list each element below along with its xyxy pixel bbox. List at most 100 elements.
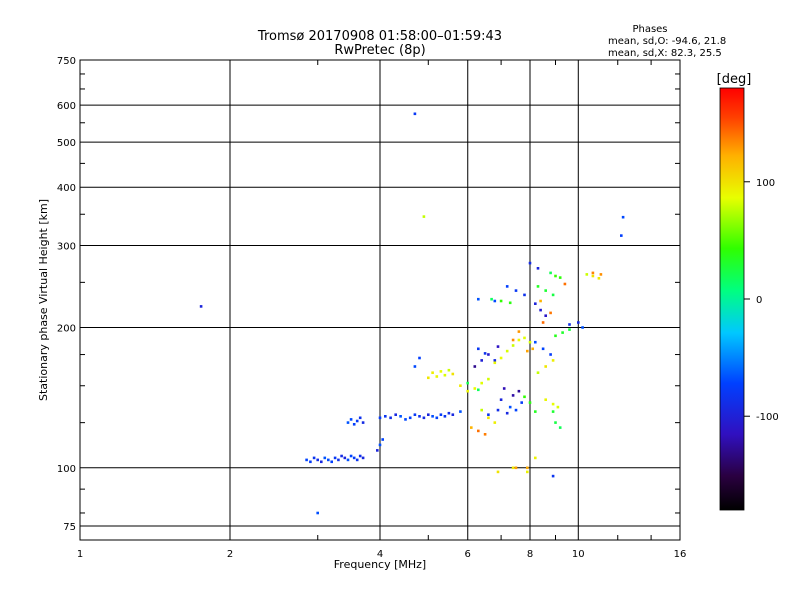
chart-subtitle: RwPretec (8p) xyxy=(334,43,425,58)
data-point xyxy=(505,285,509,288)
y-tick-label: 600 xyxy=(57,101,76,112)
data-point xyxy=(534,340,537,344)
data-point xyxy=(514,289,518,292)
data-point xyxy=(384,415,387,418)
data-point xyxy=(459,410,462,413)
data-point xyxy=(487,353,490,356)
data-point xyxy=(526,466,529,470)
data-point xyxy=(346,458,350,462)
colorbar-title: [deg] xyxy=(717,72,752,87)
data-point xyxy=(349,454,353,458)
data-point xyxy=(514,466,518,470)
data-point xyxy=(422,215,426,218)
data-point xyxy=(563,282,567,286)
data-point xyxy=(439,413,443,416)
colorbar-ticks: 100 0 -100 xyxy=(744,178,779,423)
data-point xyxy=(459,384,462,387)
data-point xyxy=(493,359,497,362)
data-point xyxy=(466,381,469,385)
data-point xyxy=(551,474,555,478)
data-point xyxy=(389,416,392,420)
data-point xyxy=(536,267,540,270)
data-point xyxy=(480,359,483,362)
data-point xyxy=(477,388,480,392)
data-point xyxy=(526,470,529,474)
legend-mean-x: mean, sd,X: 82.3, 25.5 xyxy=(608,48,722,59)
data-point xyxy=(599,273,603,276)
data-point xyxy=(517,330,521,333)
data-point xyxy=(536,371,540,374)
data-point xyxy=(534,456,537,460)
data-point xyxy=(418,415,421,418)
data-point xyxy=(496,470,500,474)
data-point xyxy=(404,418,407,421)
data-point xyxy=(517,389,521,393)
data-point xyxy=(480,408,483,412)
data-point xyxy=(413,112,417,116)
data-point xyxy=(549,271,552,275)
data-point xyxy=(487,413,490,416)
x-tick-label: 4 xyxy=(377,549,383,560)
data-point xyxy=(346,421,350,424)
data-point xyxy=(620,234,623,237)
data-point xyxy=(549,353,552,356)
data-point xyxy=(316,458,319,462)
data-point xyxy=(581,326,584,329)
data-point xyxy=(427,376,430,380)
data-point xyxy=(413,365,417,368)
data-point xyxy=(541,321,545,324)
y-tick-label: 200 xyxy=(57,324,76,335)
data-point xyxy=(554,421,557,424)
data-point xyxy=(561,331,564,334)
legend-title: Phases xyxy=(632,24,667,35)
data-point xyxy=(499,299,503,303)
data-point xyxy=(327,458,330,462)
data-point xyxy=(435,416,439,420)
data-point xyxy=(528,340,532,344)
data-point xyxy=(508,301,512,305)
data-point xyxy=(505,349,509,353)
data-point xyxy=(534,410,537,413)
data-point xyxy=(549,311,552,315)
data-point xyxy=(558,276,562,279)
chart-title: Tromsø 20170908 01:58:00–01:59:43 xyxy=(257,29,502,44)
data-point xyxy=(447,411,451,415)
data-point xyxy=(523,293,526,297)
data-point xyxy=(493,361,497,365)
data-point xyxy=(499,398,503,401)
colorbar-tick-label: 100 xyxy=(756,178,775,189)
data-point xyxy=(378,416,382,420)
data-point xyxy=(320,460,323,464)
y-tick-label: 400 xyxy=(57,183,76,194)
data-point xyxy=(496,345,500,348)
data-point xyxy=(528,401,532,404)
data-point xyxy=(536,285,540,288)
data-point xyxy=(408,416,412,420)
data-point xyxy=(413,413,417,416)
data-point xyxy=(483,433,487,436)
data-point xyxy=(508,405,512,409)
data-point xyxy=(316,511,319,515)
data-point xyxy=(378,443,382,447)
data-point xyxy=(431,415,434,418)
data-point xyxy=(418,356,421,360)
data-point xyxy=(361,421,365,424)
data-point xyxy=(451,413,455,416)
x-axis-label: Frequency [MHz] xyxy=(334,558,426,571)
data-point xyxy=(473,365,477,368)
data-point xyxy=(514,408,518,412)
data-point xyxy=(451,372,455,376)
data-point xyxy=(551,410,555,413)
data-point xyxy=(551,293,555,297)
data-point xyxy=(551,402,555,406)
data-point xyxy=(511,394,515,397)
data-point xyxy=(568,328,571,331)
y-tick-label: 500 xyxy=(57,138,76,149)
data-point xyxy=(305,458,308,462)
data-point xyxy=(435,375,439,378)
data-point xyxy=(554,334,557,338)
data-point xyxy=(323,456,327,460)
colorbar-tick-label: 0 xyxy=(756,295,762,306)
data-point xyxy=(487,377,490,381)
data-point xyxy=(427,413,430,416)
